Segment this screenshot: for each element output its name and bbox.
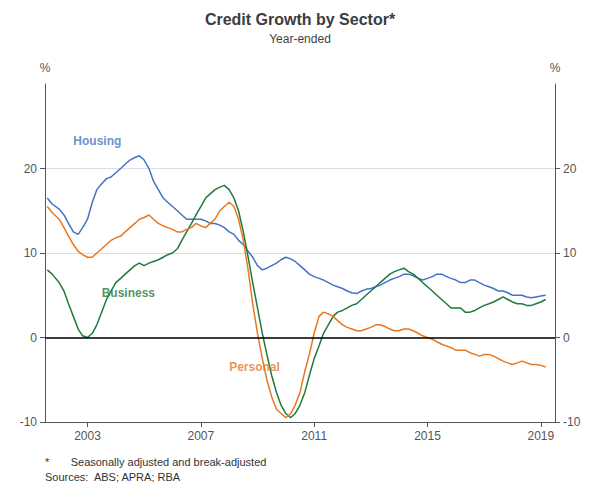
svg-text:%: % <box>550 61 561 75</box>
svg-text:* Seasonally adjusted an: * Seasonally adjusted and break-adjusted <box>45 456 266 468</box>
svg-text:Credit Growth by Sector*: Credit Growth by Sector* <box>205 11 396 28</box>
svg-text:Housing: Housing <box>73 134 121 148</box>
svg-text:2011: 2011 <box>301 429 327 443</box>
svg-text:2007: 2007 <box>187 429 214 443</box>
svg-text:10: 10 <box>24 246 38 260</box>
svg-text:2019: 2019 <box>527 429 554 443</box>
svg-text:0: 0 <box>30 331 37 345</box>
svg-text:-10: -10 <box>563 415 581 429</box>
svg-text:Sources: ABS; APRA; RBA: Sources: ABS; APRA; RBA <box>45 471 181 483</box>
svg-text:20: 20 <box>24 162 38 176</box>
svg-text:0: 0 <box>563 331 570 345</box>
svg-text:Year-ended: Year-ended <box>269 32 331 46</box>
svg-text:10: 10 <box>563 246 577 260</box>
svg-text:-10: -10 <box>20 415 38 429</box>
svg-text:%: % <box>40 61 51 75</box>
svg-text:Business: Business <box>102 286 156 300</box>
svg-text:20: 20 <box>563 162 577 176</box>
svg-text:2015: 2015 <box>414 429 441 443</box>
svg-text:Personal: Personal <box>229 360 280 374</box>
svg-text:2003: 2003 <box>74 429 101 443</box>
